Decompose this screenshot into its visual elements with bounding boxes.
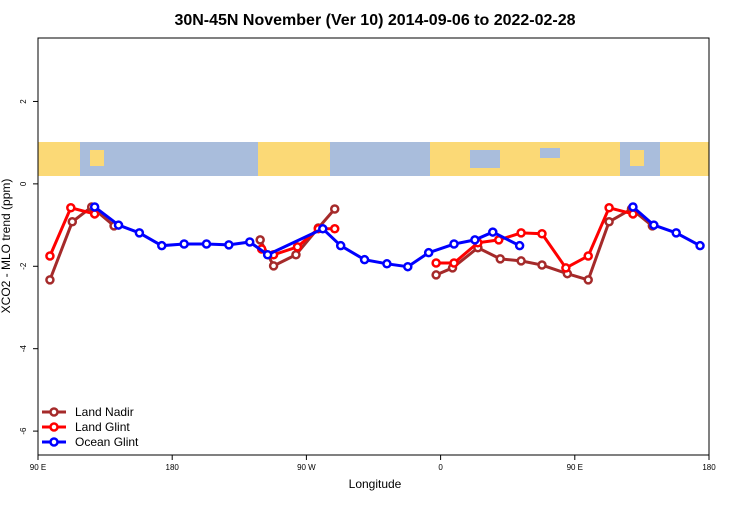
- data-point: [244, 237, 255, 247]
- legend-label: Land Nadir: [75, 405, 134, 419]
- y-tick-label: -2: [19, 262, 28, 270]
- data-point: [67, 217, 78, 227]
- data-point: [604, 203, 614, 213]
- data-point: [134, 228, 145, 238]
- x-axis-label: Longitude: [349, 477, 402, 491]
- data-point: [382, 259, 392, 269]
- data-point: [431, 270, 441, 280]
- data-point: [45, 275, 55, 285]
- data-point: [157, 240, 167, 251]
- x-tick-label: 180: [702, 463, 716, 472]
- data-point: [449, 239, 459, 249]
- legend-marker: [49, 407, 59, 417]
- series-line: [435, 207, 654, 282]
- data-point: [628, 202, 638, 212]
- data-point: [255, 235, 265, 245]
- legend-marker: [49, 422, 59, 432]
- chart-title: 30N-45N November (Ver 10) 2014-09-06 to …: [174, 12, 575, 29]
- data-point: [291, 249, 301, 260]
- series-line: [436, 205, 634, 270]
- data-point: [201, 239, 212, 249]
- data-point: [561, 263, 571, 273]
- x-tick-label: 90 E: [30, 463, 46, 472]
- data-point: [423, 247, 434, 258]
- data-point: [514, 240, 525, 251]
- series-line: [631, 205, 701, 247]
- data-point: [45, 251, 55, 261]
- x-tick-label: 90 E: [567, 463, 583, 472]
- data-point: [329, 224, 340, 234]
- data-point: [113, 220, 124, 230]
- y-tick-label: 2: [19, 99, 28, 104]
- data-point: [329, 204, 340, 214]
- y-tick-label: -6: [19, 427, 28, 435]
- x-tick-label: 90 W: [297, 463, 316, 472]
- data-point: [516, 228, 526, 238]
- y-tick-label: -4: [19, 345, 28, 353]
- data-point: [292, 242, 303, 252]
- data-point: [604, 217, 614, 227]
- data-point: [403, 261, 413, 272]
- map-band: [38, 142, 709, 176]
- data-point: [335, 240, 346, 251]
- data-point: [89, 202, 100, 212]
- data-point: [268, 261, 279, 271]
- x-tick-label: 0: [438, 463, 443, 472]
- series-line: [48, 205, 116, 281]
- data-point: [431, 258, 441, 268]
- data-point: [449, 258, 459, 268]
- data-point: [470, 235, 480, 245]
- legend-label: Land Glint: [75, 420, 130, 434]
- plot-frame: [37, 37, 710, 456]
- series-line: [93, 205, 521, 269]
- data-point: [224, 240, 234, 250]
- data-point: [66, 203, 76, 213]
- data-point: [495, 254, 505, 264]
- data-point: [649, 220, 659, 230]
- data-point: [488, 227, 498, 237]
- data-point: [695, 240, 705, 251]
- legend-label: Ocean Glint: [75, 435, 139, 449]
- data-point: [318, 224, 328, 234]
- y-axis-label: XCO2 - MLO trend (ppm): [0, 179, 13, 314]
- series-line: [48, 205, 96, 257]
- data-point: [179, 239, 189, 249]
- data-point: [671, 228, 681, 238]
- data-point: [359, 254, 370, 265]
- data-point: [583, 275, 593, 285]
- data-point: [262, 249, 273, 260]
- data-point: [516, 256, 526, 266]
- data-point: [583, 251, 593, 261]
- data-point: [537, 260, 547, 270]
- y-tick-label: 0: [19, 181, 28, 186]
- legend-marker: [49, 437, 59, 447]
- x-tick-label: 180: [166, 463, 180, 472]
- data-point: [537, 228, 547, 239]
